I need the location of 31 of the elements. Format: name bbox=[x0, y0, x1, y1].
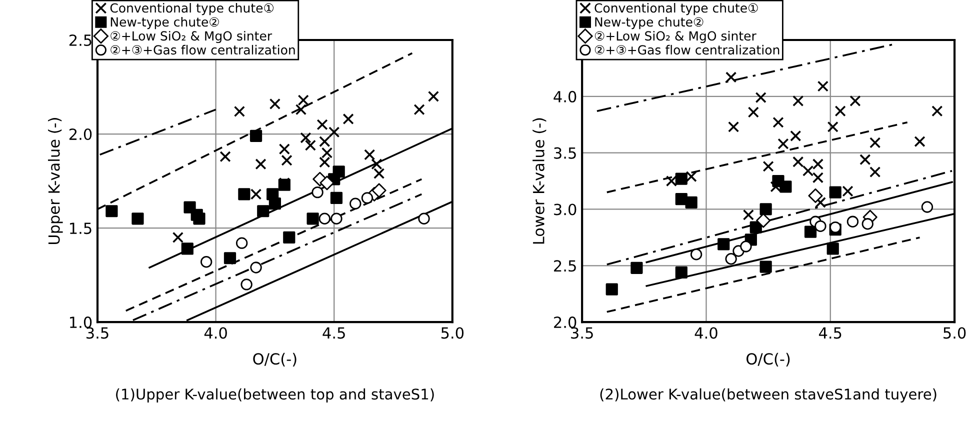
x-tick-label: 5.0 bbox=[441, 327, 464, 339]
x-tick-label: 5.0 bbox=[944, 327, 966, 339]
y-tick-label: 2.5 bbox=[554, 260, 576, 272]
x-axis-title: O/C(-) bbox=[746, 352, 790, 366]
x-tick-label: 3.5 bbox=[571, 327, 593, 339]
x-tick-label: 3.5 bbox=[86, 327, 108, 339]
legend-label: Conventional type chute① bbox=[594, 3, 758, 16]
y-tick-label: 2.0 bbox=[554, 316, 576, 328]
legend-label: ②+Low SiO₂ & MgO sinter bbox=[110, 30, 272, 44]
legend-label: ②+Low SiO₂ & MgO sinter bbox=[594, 30, 756, 44]
y-tick-label: 1.5 bbox=[70, 222, 92, 234]
legend-label: New-type chute② bbox=[110, 16, 219, 30]
y-tick-label: 2.5 bbox=[69, 34, 92, 46]
y-axis-title: Upper K-value (-) bbox=[48, 118, 63, 244]
legend-label: ②+③+Gas flow centralization bbox=[594, 44, 780, 55]
legend-label: New-type chute② bbox=[595, 16, 704, 30]
legend-label: ②+③+Gas flow centralization bbox=[110, 44, 295, 55]
legend-label: Conventional type chute① bbox=[110, 3, 274, 16]
y-axis-title: Lower K-value (-) bbox=[532, 118, 546, 244]
x-tick-label: 4.5 bbox=[322, 327, 345, 339]
y-tick-label: 4.0 bbox=[554, 90, 576, 102]
y-tick-label: 2.0 bbox=[69, 128, 92, 140]
y-tick-label: 3.0 bbox=[554, 204, 576, 216]
x-tick-label: 4.0 bbox=[694, 327, 718, 339]
text: (1)Upper K-value(between top and staveS1) bbox=[116, 388, 434, 402]
x-tick-label: 4.0 bbox=[204, 327, 227, 339]
y-tick-label: 3.5 bbox=[554, 147, 576, 159]
y-tick-label: 1.0 bbox=[70, 316, 92, 328]
x-tick-label: 4.5 bbox=[818, 327, 842, 339]
x-axis-title: O/C(-) bbox=[253, 352, 296, 366]
text: (2)Lower K-value(between staveS1and tuyere) bbox=[600, 388, 936, 402]
